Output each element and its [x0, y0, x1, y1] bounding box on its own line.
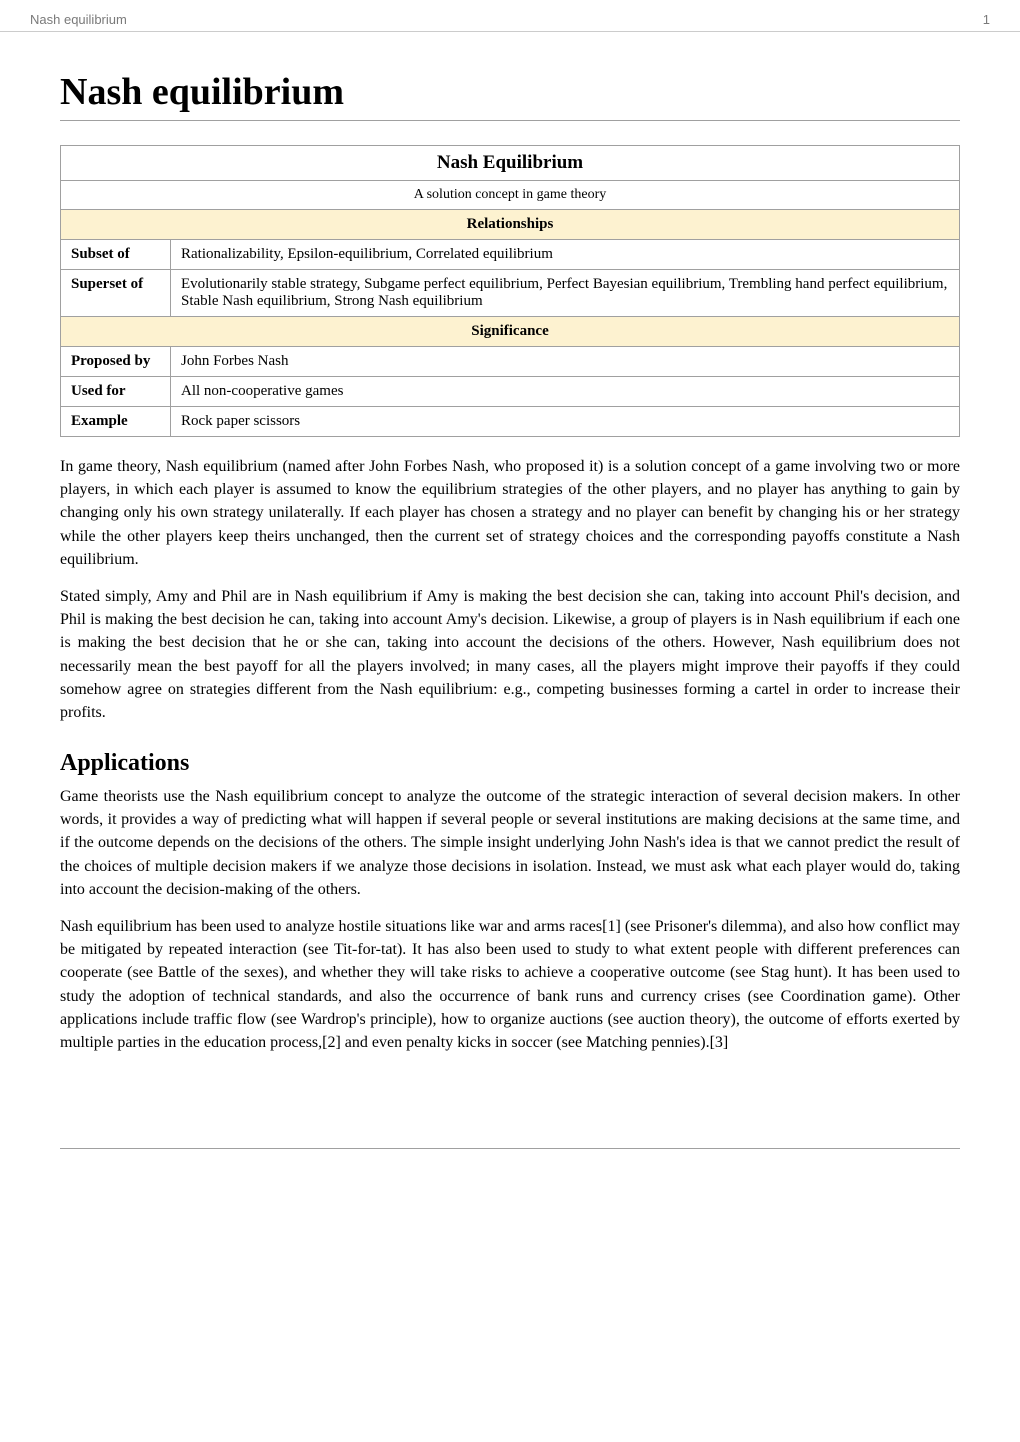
infobox-section-header: Significance [61, 317, 960, 347]
infobox-table: Nash Equilibrium A solution concept in g… [60, 145, 960, 437]
infobox-subtitle: A solution concept in game theory [61, 181, 960, 210]
infobox-label: Subset of [61, 240, 171, 270]
infobox-label: Superset of [61, 270, 171, 317]
infobox-label: Proposed by [61, 347, 171, 377]
infobox-value: All non-cooperative games [171, 377, 960, 407]
infobox-value: Evolutionarily stable strategy, Subgame … [171, 270, 960, 317]
page-number: 1 [983, 12, 990, 27]
running-title: Nash equilibrium [30, 12, 127, 27]
infobox-label: Example [61, 407, 171, 437]
footer-rule [60, 1148, 960, 1149]
infobox-value: John Forbes Nash [171, 347, 960, 377]
infobox-section-header: Relationships [61, 210, 960, 240]
table-row: Example Rock paper scissors [61, 407, 960, 437]
article-title: Nash equilibrium [60, 70, 960, 121]
intro-paragraph: In game theory, Nash equilibrium (named … [60, 455, 960, 571]
page-content: Nash equilibrium Nash Equilibrium A solu… [0, 32, 1020, 1108]
applications-paragraph: Game theorists use the Nash equilibrium … [60, 785, 960, 901]
table-row: Proposed by John Forbes Nash [61, 347, 960, 377]
table-row: Superset of Evolutionarily stable strate… [61, 270, 960, 317]
running-header: Nash equilibrium 1 [0, 0, 1020, 32]
table-row: Subset of Rationalizability, Epsilon-equ… [61, 240, 960, 270]
section-heading-applications: Applications [60, 750, 960, 777]
applications-paragraph: Nash equilibrium has been used to analyz… [60, 915, 960, 1054]
table-row: Used for All non-cooperative games [61, 377, 960, 407]
infobox-value: Rationalizability, Epsilon-equilibrium, … [171, 240, 960, 270]
infobox-value: Rock paper scissors [171, 407, 960, 437]
infobox-label: Used for [61, 377, 171, 407]
infobox-title: Nash Equilibrium [61, 146, 960, 181]
intro-paragraph: Stated simply, Amy and Phil are in Nash … [60, 585, 960, 724]
